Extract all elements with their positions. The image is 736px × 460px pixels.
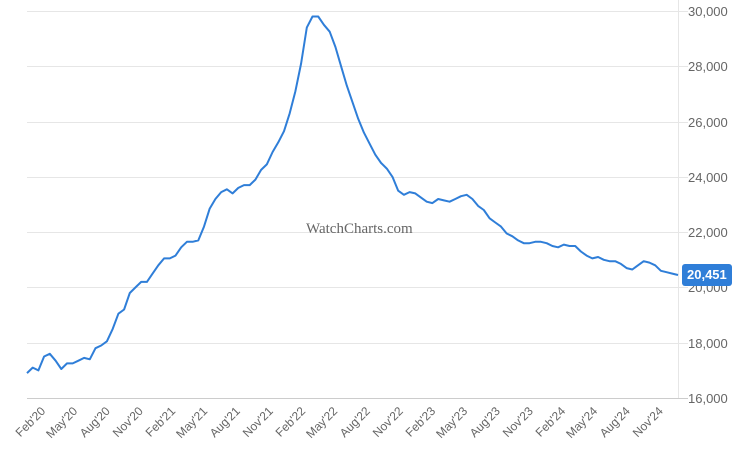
y-tick-label: 22,000 <box>688 224 728 240</box>
y-tick-label: 28,000 <box>688 58 728 74</box>
watermark: WatchCharts.com <box>306 221 413 237</box>
y-tick-label: 18,000 <box>688 335 728 351</box>
last-value-badge: 20,451 <box>682 264 732 286</box>
y-tick-label: 24,000 <box>688 169 728 185</box>
y-tick-label: 16,000 <box>688 390 728 406</box>
price-series-line[interactable] <box>26 15 679 374</box>
y-tick-label: 26,000 <box>688 114 728 130</box>
gridlines <box>27 11 688 399</box>
y-tick-label: 30,000 <box>688 3 728 19</box>
